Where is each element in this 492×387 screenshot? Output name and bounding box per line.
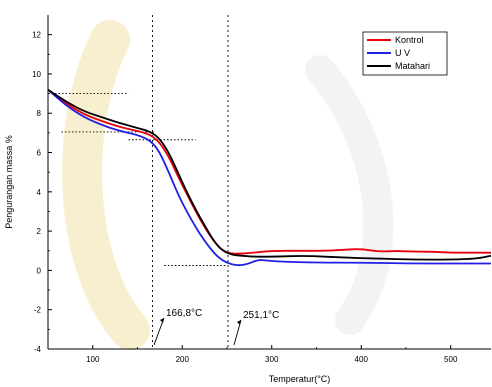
x-tick-label-2: 300 bbox=[265, 355, 279, 364]
y-axis-title: Pengurangan massa % bbox=[4, 135, 14, 229]
y-tick-label-0: -4 bbox=[34, 345, 42, 354]
legend-label-1: U V bbox=[395, 48, 410, 58]
series-line-2 bbox=[47, 88, 492, 261]
x-tick-label-3: 400 bbox=[355, 355, 369, 364]
legend-label-2: Matahari bbox=[395, 61, 430, 71]
x-axis-title: Temperatur(°C) bbox=[269, 374, 331, 384]
y-tick-label-7: 10 bbox=[32, 70, 41, 79]
y-tick-label-8: 12 bbox=[32, 31, 41, 40]
annotation-arrow-0 bbox=[153, 317, 165, 346]
x-tick-label-1: 200 bbox=[176, 355, 190, 364]
series-layer bbox=[47, 88, 492, 267]
annotation-arrowhead-1 bbox=[237, 320, 241, 325]
series-line-1 bbox=[47, 89, 491, 267]
y-tick-label-5: 6 bbox=[37, 149, 42, 158]
legend-label-0: Kontrol bbox=[395, 35, 424, 45]
legend: Kontrol U V Matahari bbox=[362, 31, 448, 76]
y-tick-label-6: 8 bbox=[37, 109, 42, 118]
axes-layer: -4 -2 0 2 4 6 8 10 12 100 200 300 400 500 Temperatur(°… bbox=[4, 15, 491, 384]
series-line-0 bbox=[47, 88, 491, 255]
annotation-label-0: 166,8°C bbox=[166, 308, 202, 319]
x-tick-label-0: 100 bbox=[86, 355, 100, 364]
y-tick-label-3: 2 bbox=[37, 227, 42, 236]
y-tick-label-4: 4 bbox=[37, 188, 42, 197]
y-tick-label-1: -2 bbox=[34, 306, 42, 315]
y-tick-label-2: 0 bbox=[37, 266, 42, 275]
watermark-arc-left bbox=[62, 20, 150, 350]
x-tick-label-4: 500 bbox=[444, 355, 458, 364]
annotation-arrowhead-0 bbox=[160, 318, 164, 323]
watermark-arc-right bbox=[305, 55, 394, 335]
annotation-label-1: 251,1°C bbox=[243, 310, 279, 321]
watermark-logo bbox=[62, 20, 394, 350]
annotation-layer: 166,8°C 251,1°C bbox=[153, 308, 279, 346]
